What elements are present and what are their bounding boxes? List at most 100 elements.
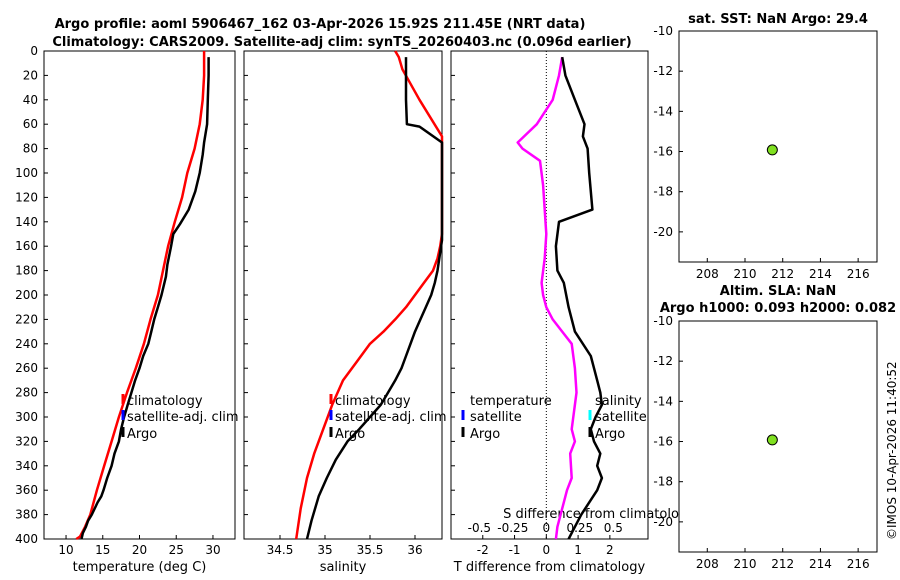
- sst_map-xtick-label: 212: [771, 267, 794, 281]
- temperature-ytick-label: 300: [15, 410, 38, 424]
- temperature-ytick-label: 60: [23, 117, 38, 131]
- temperature-xtick-label: 20: [132, 543, 147, 557]
- sla_map-xtick-label: 212: [771, 557, 794, 571]
- temperature-ytick-label: 20: [23, 68, 38, 82]
- sla_map-ytick-label: -10: [653, 314, 673, 328]
- sla_map-ytick-label: -16: [653, 435, 673, 449]
- temperature-xtick-label: 25: [169, 543, 184, 557]
- temperature-series-climatology: [75, 51, 206, 541]
- s-tick-label: 0.5: [604, 521, 623, 535]
- sst_map-xtick-label: 216: [847, 267, 870, 281]
- salinity-xtick-label: 35: [317, 543, 332, 557]
- sst_map-ytick-label: -12: [653, 64, 673, 78]
- sla-map-panel: Altim. SLA: NaN Argo h1000: 0.093 h2000: …: [653, 284, 896, 571]
- temperature-legend-label: climatology: [127, 394, 203, 409]
- temperature-ytick-label: 180: [15, 264, 38, 278]
- temperature-ytick-label: 360: [15, 483, 38, 497]
- sst_map-xtick-label: 210: [734, 267, 757, 281]
- t-legend-label: Argo: [470, 427, 500, 442]
- salinity-xtick-label: 35.5: [357, 543, 384, 557]
- temperature-ytick-label: 200: [15, 288, 38, 302]
- temperature-ytick-label: 280: [15, 386, 38, 400]
- s-legend-label: satellite: [595, 410, 647, 425]
- sst-map-panel: sat. SST: NaN Argo: 29.4 208 210 212 214 216 -…: [653, 12, 878, 281]
- temperature-ytick-label: 220: [15, 312, 38, 326]
- sla_map-xtick-label: 210: [734, 557, 757, 571]
- s-tick-label: -0.25: [497, 521, 528, 535]
- temperature-xtick-label: 30: [205, 543, 220, 557]
- sst_map-ytick-label: -16: [653, 145, 673, 159]
- temperature-ytick-label: 120: [15, 190, 38, 204]
- sst_map-xtick-label: 214: [809, 267, 832, 281]
- salinity-axes-box: [243, 50, 443, 540]
- difference-panel: -2 -1 0 1 2T difference from climatology-0.5…: [450, 50, 695, 575]
- salinity-legend-label: Argo: [335, 427, 365, 442]
- temperature-ytick-label: 240: [15, 337, 38, 351]
- sst_map-ytick-label: -10: [653, 24, 673, 38]
- sla_map-ytick-label: -14: [653, 394, 673, 408]
- temperature-legend-label: satellite-adj. clim: [127, 410, 239, 425]
- temperature-legend-label: Argo: [127, 427, 157, 442]
- sst_map-title: sat. SST: NaN Argo: 29.4: [688, 12, 868, 27]
- temperature-ytick-label: 380: [15, 508, 38, 522]
- figure-title-line2: Climatology: CARS2009. Satellite-adj cli…: [52, 35, 631, 50]
- temperature-series-argo: [80, 57, 210, 540]
- sla_map-ytick-label: -18: [653, 475, 673, 489]
- sla_map-ytick-label: -20: [653, 515, 673, 529]
- difference-xtick-label: 2: [606, 543, 614, 557]
- s-tick-label: -0.5: [468, 521, 491, 535]
- temperature-ytick-label: 0: [30, 44, 38, 58]
- s-legend-label: Argo: [595, 427, 625, 442]
- sla_map-xtick-label: 216: [847, 557, 870, 571]
- temperature-ytick-label: 80: [23, 142, 38, 156]
- salinity-series-argo: [305, 57, 444, 540]
- difference-series-t-difference-argo-climatology-: [516, 56, 578, 540]
- sst_map-ytick-label: -20: [653, 225, 673, 239]
- sla_map-title2: Argo h1000: 0.093 h2000: 0.082: [660, 301, 896, 316]
- sst_map-axes-box: [678, 30, 878, 263]
- salinity-xtick-label: 34.5: [267, 543, 294, 557]
- temperature-ytick-label: 320: [15, 434, 38, 448]
- temperature-ytick-label: 160: [15, 239, 38, 253]
- temperature-xtick-label: 15: [95, 543, 110, 557]
- sst_map-argo-position-marker: [766, 144, 778, 156]
- temperature-xtick-label: 10: [58, 543, 73, 557]
- difference-xtick-label: 0: [543, 543, 551, 557]
- difference-axes-box: [450, 50, 649, 540]
- sla_map-argo-position-marker: [766, 434, 778, 446]
- difference-xlabel: T difference from climatology: [453, 560, 646, 575]
- temperature-panel: 0 20 40 60 80 100 120 140 160 180 200 220 240 260 280 3…: [15, 44, 239, 575]
- difference-xtick-label: 1: [574, 543, 582, 557]
- s-tick-label: 0: [543, 521, 551, 535]
- temperature-ytick-label: 260: [15, 361, 38, 375]
- t-legend-label: satellite: [470, 410, 522, 425]
- salinity-panel: 34.5 35 35.5 36 salinity climatologysatellite…: [243, 50, 447, 575]
- salinity-legend-label: climatology: [335, 394, 411, 409]
- salinity-legend-label: satellite-adj. clim: [335, 410, 447, 425]
- sla_map-axes-box: [678, 320, 878, 553]
- figure-title-line1: Argo profile: aoml 5906467_162 03-Apr-20…: [55, 17, 586, 32]
- sst_map-ytick-label: -14: [653, 104, 673, 118]
- temperature-ytick-label: 340: [15, 459, 38, 473]
- timestamp: ©IMOS 10-Apr-2026 11:40:52: [885, 361, 899, 540]
- sla_map-xtick-label: 208: [696, 557, 719, 571]
- salinity-series-climatology: [294, 50, 444, 540]
- temperature-axes-box: [43, 50, 236, 540]
- sla_map-xtick-label: 214: [809, 557, 832, 571]
- sla_map-ytick-label: -12: [653, 354, 673, 368]
- t-legend-label: temperature: [470, 394, 552, 409]
- sla_map-title: Altim. SLA: NaN: [720, 284, 836, 299]
- temperature-ytick-label: 140: [15, 215, 38, 229]
- temperature-ytick-label: 400: [15, 532, 38, 546]
- difference-xtick-label: -1: [509, 543, 521, 557]
- difference-xtick-label: -2: [477, 543, 489, 557]
- temperature-ytick-label: 100: [15, 166, 38, 180]
- sst_map-ytick-label: -18: [653, 185, 673, 199]
- temperature-ytick-label: 40: [23, 93, 38, 107]
- salinity-xtick-label: 36: [407, 543, 422, 557]
- sst_map-xtick-label: 208: [696, 267, 719, 281]
- s-legend-label: salinity: [595, 394, 642, 409]
- temperature-xlabel: temperature (deg C): [73, 560, 207, 575]
- salinity-xlabel: salinity: [320, 560, 367, 575]
